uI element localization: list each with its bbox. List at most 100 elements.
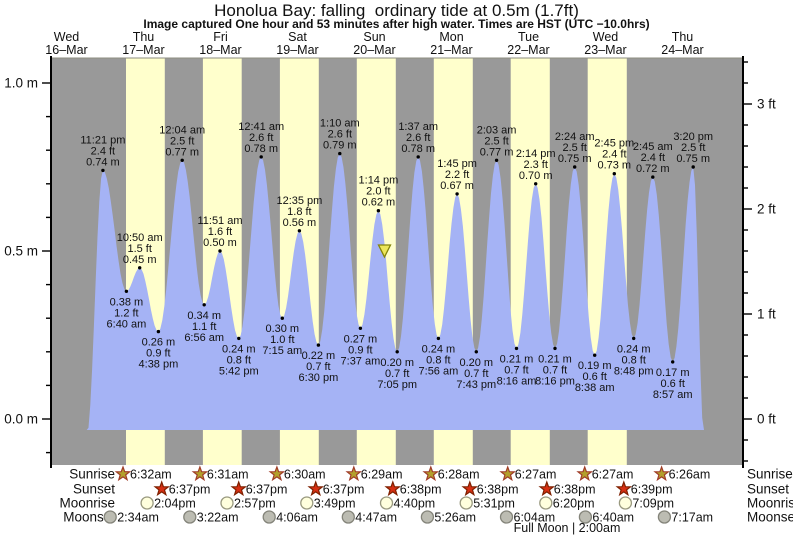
- tide-extreme-dot: [455, 192, 459, 196]
- tide-extreme-dot: [651, 175, 655, 179]
- day-date-label: 20–Mar: [353, 43, 395, 57]
- moonset-icon: [103, 510, 117, 524]
- tide-extreme-dot: [612, 172, 616, 176]
- sunset-star-icon: [230, 480, 248, 497]
- moonset-icon: [183, 510, 197, 524]
- moonset-icon: [420, 510, 435, 524]
- tide-extreme-dot: [514, 346, 519, 351]
- astro-time: 5:26am: [434, 511, 476, 525]
- astro-time: 6:27am: [592, 468, 634, 482]
- astro-time: 7:09pm: [632, 497, 674, 511]
- tide-extreme-dot: [691, 165, 695, 169]
- astro-time: 6:29am: [361, 468, 403, 482]
- high-tide-label: 2:45 am 2.4 ft 0.72 m: [633, 141, 673, 175]
- astro-time: 2:34am: [117, 511, 159, 525]
- tide-extreme-dot: [101, 168, 105, 173]
- astro-time: 7:17am: [671, 511, 713, 525]
- tide-extreme-dot: [124, 289, 129, 293]
- left-axis-label: 1.0 m: [4, 76, 38, 91]
- tide-extreme-dot: [534, 182, 538, 186]
- day-label: Fri: [213, 30, 228, 44]
- sunrise-star-icon: [345, 465, 363, 482]
- tide-extreme-dot: [202, 303, 206, 307]
- astro-time: 5:31pm: [473, 497, 515, 511]
- day-date-label: 24–Mar: [661, 43, 703, 57]
- moonset-icon: [578, 510, 593, 524]
- high-tide-label: 2:03 am 2.5 ft 0.77 m: [477, 124, 517, 158]
- tide-extreme-dot: [138, 266, 142, 270]
- tide-extreme-dot: [280, 316, 284, 320]
- sunset-star-icon: [307, 480, 325, 497]
- astro-row-label-right: Moonset: [747, 510, 793, 525]
- low-tide-label: 0.24 m 0.8 ft 8:48 pm: [614, 343, 654, 377]
- day-date-label: 18–Mar: [199, 43, 241, 57]
- astro-time: 6:38pm: [477, 483, 519, 497]
- day-label: Thu: [133, 30, 155, 44]
- high-tide-label: 1:45 pm 2.2 ft 0.67 m: [437, 158, 477, 192]
- astro-time: 6:37pm: [246, 483, 288, 497]
- sunrise-star-icon: [653, 465, 670, 482]
- low-tide-label: 0.24 m 0.8 ft 5:42 pm: [219, 343, 259, 377]
- sunset-star-icon: [153, 480, 171, 497]
- low-tide-label: 0.19 m 0.6 ft 8:38 am: [575, 360, 615, 394]
- day-date-label: 23–Mar: [584, 43, 626, 57]
- astro-row-label-right: Moonrise: [747, 496, 793, 511]
- astro-time: 2:57pm: [234, 497, 276, 511]
- high-tide-label: 2:14 pm 2.3 ft 0.70 m: [516, 148, 556, 182]
- sunset-star-icon: [384, 480, 402, 497]
- high-tide-label: 1:10 am 2.6 ft 0.79 m: [320, 118, 360, 152]
- moonrise-icon: [459, 496, 473, 510]
- astro-time: 6:04am: [514, 511, 556, 525]
- low-tide-label: 0.34 m 1.1 ft 6:56 am: [184, 310, 224, 344]
- astro-time: 3:49pm: [314, 497, 356, 511]
- day-label: Sat: [288, 30, 307, 44]
- astro-time: 6:30am: [284, 468, 326, 482]
- astro-time: 6:40am: [592, 511, 634, 525]
- astro-time: 6:37pm: [323, 483, 365, 497]
- astro-row-label-right: Sunset: [747, 482, 789, 497]
- high-tide-label: 11:51 am 1.6 ft 0.50 m: [197, 215, 242, 249]
- astro-time: 4:47am: [355, 511, 397, 525]
- day-label: Tue: [518, 30, 539, 44]
- astro-time: 4:40pm: [394, 497, 436, 511]
- moonset-icon: [262, 510, 276, 524]
- tide-extreme-dot: [671, 360, 675, 364]
- low-tide-label: 0.24 m 0.8 ft 7:56 am: [419, 343, 459, 377]
- sunrise-star-icon: [422, 465, 440, 482]
- day-label: Mon: [439, 30, 463, 44]
- astro-time: 6:38pm: [554, 483, 596, 497]
- tide-extreme-dot: [358, 326, 363, 330]
- astro-row-label-left: Moonset: [63, 510, 115, 525]
- high-tide-label: 12:41 am 2.6 ft 0.78 m: [238, 121, 284, 155]
- moonrise-icon: [140, 496, 154, 510]
- tide-extreme-dot: [297, 229, 302, 233]
- day-label: Wed: [593, 30, 619, 44]
- astro-time: 6:32am: [130, 468, 172, 482]
- astro-time: 6:37pm: [169, 483, 211, 497]
- low-tide-label: 0.26 m 0.9 ft 4:38 pm: [139, 337, 179, 371]
- astro-time: 6:27am: [515, 468, 557, 482]
- high-tide-label: 2:24 am 2.5 ft 0.75 m: [555, 131, 595, 165]
- sunrise-star-icon: [114, 465, 132, 482]
- high-tide-label: 12:04 am 2.5 ft 0.77 m: [159, 124, 205, 158]
- astro-time: 6:20pm: [553, 497, 595, 511]
- high-tide-label: 2:45 pm 2.4 ft 0.73 m: [594, 138, 634, 172]
- tide-extreme-dot: [632, 336, 636, 341]
- astro-time: 4:06am: [276, 511, 318, 525]
- left-axis-label: 0.5 m: [4, 244, 38, 259]
- tide-extreme-dot: [436, 336, 441, 341]
- day-label: Thu: [672, 30, 694, 44]
- astro-time: 2:04pm: [154, 497, 196, 511]
- tide-extreme-dot: [376, 209, 381, 213]
- sunset-star-icon: [615, 480, 633, 497]
- tide-extreme-dot: [416, 155, 420, 159]
- astro-time: 6:31am: [207, 468, 249, 482]
- moonrise-icon: [300, 496, 314, 510]
- tide-extreme-dot: [593, 353, 597, 357]
- right-axis-label: 0 ft: [757, 412, 776, 427]
- tide-extreme-dot: [474, 350, 478, 354]
- high-tide-label: 10:50 am 1.5 ft 0.45 m: [117, 232, 163, 266]
- day-label: Wed: [54, 30, 80, 44]
- tide-extreme-dot: [494, 158, 499, 162]
